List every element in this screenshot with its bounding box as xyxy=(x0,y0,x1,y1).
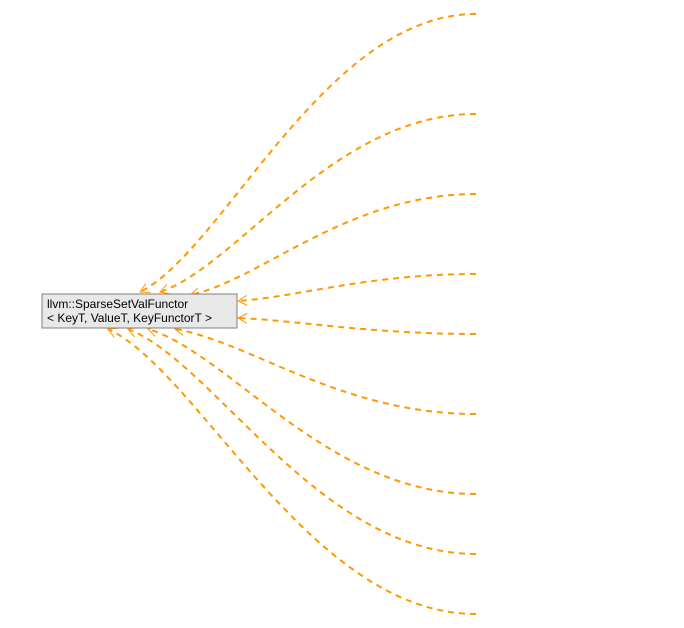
dependency-diagram: llvm::SparseSetValFunctor< KeyT, ValueT,… xyxy=(0,0,684,628)
class-node-label-line2: < KeyT, ValueT, KeyFunctorT > xyxy=(47,311,212,325)
class-node-label-line1: llvm::SparseSetValFunctor xyxy=(47,297,188,311)
